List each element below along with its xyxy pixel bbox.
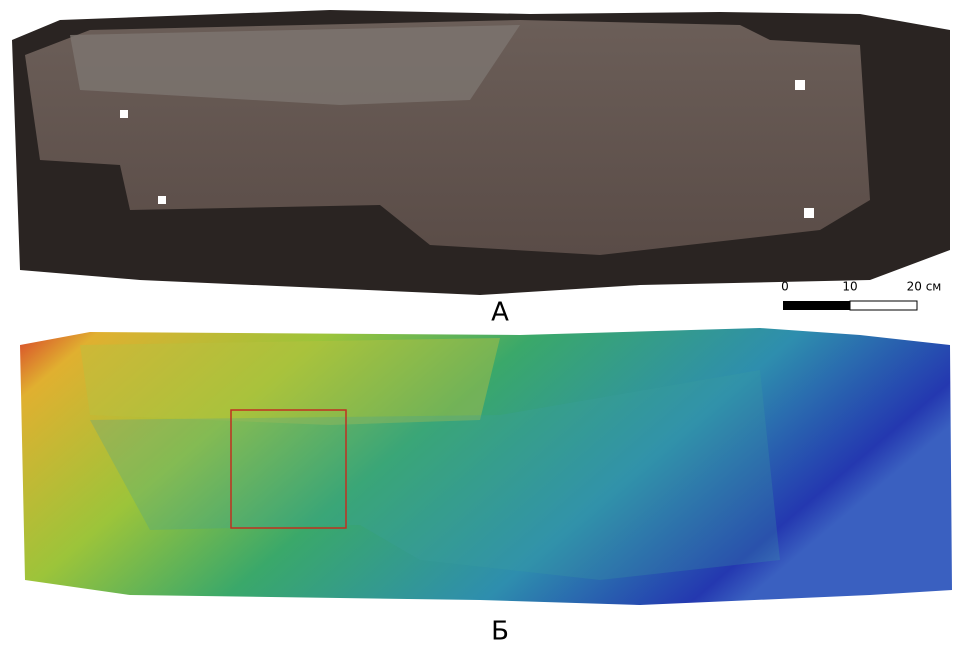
dem-panel <box>20 328 952 605</box>
scale-label: 20 см <box>907 280 942 294</box>
scale-label: 10 <box>842 280 857 294</box>
scale-label: 0 <box>781 280 789 294</box>
scale-segment <box>849 300 918 311</box>
scale-segment <box>783 301 850 310</box>
photo-panel <box>12 10 950 295</box>
panel-label: А <box>491 298 509 328</box>
highlight-box <box>230 409 347 529</box>
panel-label: Б <box>491 617 509 647</box>
scale-bar: 0 10 20 см <box>781 280 941 311</box>
